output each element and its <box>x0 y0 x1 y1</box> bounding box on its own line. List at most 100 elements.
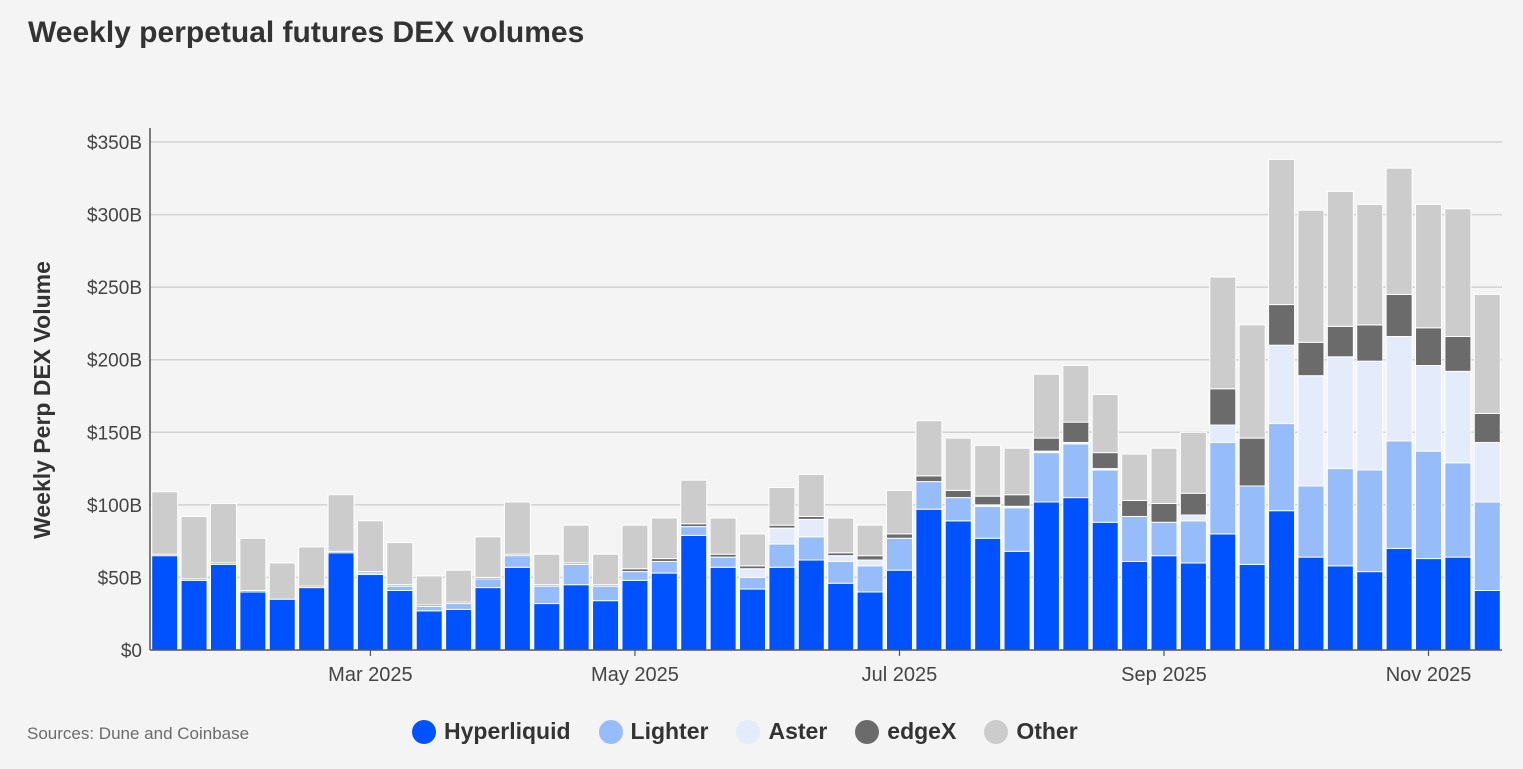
bar-segment-hyperliquid <box>856 591 884 651</box>
legend-label: Lighter <box>630 718 709 744</box>
bar-segment-edgex <box>856 555 884 561</box>
x-tick-label: May 2025 <box>591 664 679 686</box>
bar-segment-other <box>415 575 443 606</box>
bar-segment-hyperliquid <box>1297 556 1325 651</box>
legend-item-other[interactable]: Other <box>984 718 1078 745</box>
bar-segment-other <box>1121 453 1149 502</box>
bar-segment-hyperliquid <box>650 572 678 651</box>
bar-segment-other <box>445 569 473 603</box>
bar-segment-other <box>827 517 855 554</box>
bar-segment-lighter <box>1326 468 1354 567</box>
bar-segment-hyperliquid <box>209 563 237 651</box>
legend-item-aster[interactable]: Aster <box>736 718 827 745</box>
bar-segment-hyperliquid <box>268 598 296 651</box>
bar-segment-hyperliquid <box>1326 565 1354 651</box>
legend-swatch <box>736 719 761 744</box>
bar-segment-hyperliquid <box>503 566 531 651</box>
bar-segment-hyperliquid <box>1003 550 1031 651</box>
bar-segment-lighter <box>1356 469 1384 573</box>
y-tick-label: $200B <box>87 351 142 372</box>
bar-segment-hyperliquid <box>709 566 737 651</box>
bar-segment-other <box>944 437 972 491</box>
bar-segment-lighter <box>1003 507 1031 552</box>
bar-segment-edgex <box>974 495 1002 506</box>
bar-segment-lighter <box>1415 450 1443 560</box>
bar-segment-edgex <box>1356 324 1384 362</box>
chart-title: Weekly perpetual futures DEX volumes <box>28 16 585 49</box>
bar-segment-other <box>1032 373 1060 439</box>
bar-segment-aster <box>1209 424 1237 443</box>
bar-segment-hyperliquid <box>621 579 649 651</box>
bar-segment-other <box>974 444 1002 497</box>
bar-segment-other <box>209 502 237 564</box>
bar-segment-lighter <box>415 605 443 612</box>
bar-segment-hyperliquid <box>915 508 943 651</box>
y-tick-label: $100B <box>87 496 142 517</box>
bar-segment-lighter <box>1209 441 1237 535</box>
bar-segment-other <box>592 553 620 586</box>
bar-segment-other <box>180 515 208 580</box>
bar-segment-lighter <box>974 505 1002 539</box>
bar-segment-other <box>268 562 296 600</box>
bar-segment-edgex <box>1150 502 1178 523</box>
bar-segment-hyperliquid <box>533 603 561 651</box>
bar-segment-hyperliquid <box>1415 558 1443 651</box>
bar-segment-lighter <box>445 603 473 610</box>
x-tick-label: Mar 2025 <box>328 664 413 686</box>
bar-segment-other <box>768 486 796 526</box>
bar-segment-edgex <box>915 475 943 483</box>
bar-segment-lighter <box>885 537 913 571</box>
legend: Hyperliquid Lighter Aster edgeX Other <box>412 718 1106 745</box>
bar-segment-other <box>650 517 678 560</box>
bar-segment-other <box>915 420 943 477</box>
bar-segment-edgex <box>944 489 972 499</box>
bar-segment-aster <box>1444 370 1472 464</box>
bar-segment-hyperliquid <box>1444 556 1472 651</box>
bar-segment-hyperliquid <box>151 555 179 651</box>
bar-segment-lighter <box>1121 515 1149 562</box>
bar-segment-other <box>1150 447 1178 504</box>
bar-segment-aster <box>797 518 825 538</box>
bar-segment-lighter <box>1238 485 1266 565</box>
legend-label: Aster <box>768 718 828 744</box>
legend-item-lighter[interactable]: Lighter <box>598 718 709 745</box>
bar-segment-other <box>1003 447 1031 496</box>
x-tick-label: Nov 2025 <box>1386 664 1472 686</box>
legend-item-edgex[interactable]: edgeX <box>855 718 956 745</box>
bar-segment-other <box>1444 208 1472 337</box>
bar-segment-lighter <box>1062 443 1090 499</box>
bar-segment-hyperliquid <box>445 608 473 651</box>
bar-segment-lighter <box>1150 521 1178 557</box>
bar-segment-lighter <box>503 555 531 568</box>
bar-segment-hyperliquid <box>1032 501 1060 651</box>
bar-segment-aster <box>1356 360 1384 471</box>
legend-item-hyperliquid[interactable]: Hyperliquid <box>412 718 571 745</box>
bar-segment-other <box>1297 209 1325 343</box>
bar-segment-hyperliquid <box>327 552 355 651</box>
bar-segment-hyperliquid <box>298 587 326 651</box>
bar-segment-lighter <box>797 536 825 561</box>
bar-segment-hyperliquid <box>827 582 855 651</box>
bar-segment-hyperliquid <box>1473 589 1501 651</box>
bar-segment-hyperliquid <box>1062 497 1090 651</box>
legend-label: edgeX <box>887 718 957 744</box>
bar-segment-other <box>327 494 355 552</box>
bar-segment-hyperliquid <box>1385 547 1413 651</box>
bar-segment-other <box>709 517 737 555</box>
bar-segment-lighter <box>827 560 855 584</box>
y-tick-label: $250B <box>87 278 142 299</box>
bar-segment-edgex <box>1238 437 1266 487</box>
legend-label: Other <box>1016 718 1078 744</box>
bar-segment-edgex <box>1003 494 1031 507</box>
bar-segment-other <box>1326 190 1354 327</box>
bar-segment-lighter <box>944 497 972 522</box>
bar-segment-hyperliquid <box>386 589 414 651</box>
bar-segment-lighter <box>386 585 414 591</box>
bar-segment-other <box>1179 431 1207 494</box>
bar-segment-other <box>856 524 884 557</box>
bar-segment-lighter <box>562 563 590 586</box>
bar-segment-other <box>356 520 384 573</box>
bar-segment-lighter <box>592 585 620 602</box>
bar-segment-other <box>797 473 825 517</box>
bar-segment-other <box>1268 158 1296 306</box>
